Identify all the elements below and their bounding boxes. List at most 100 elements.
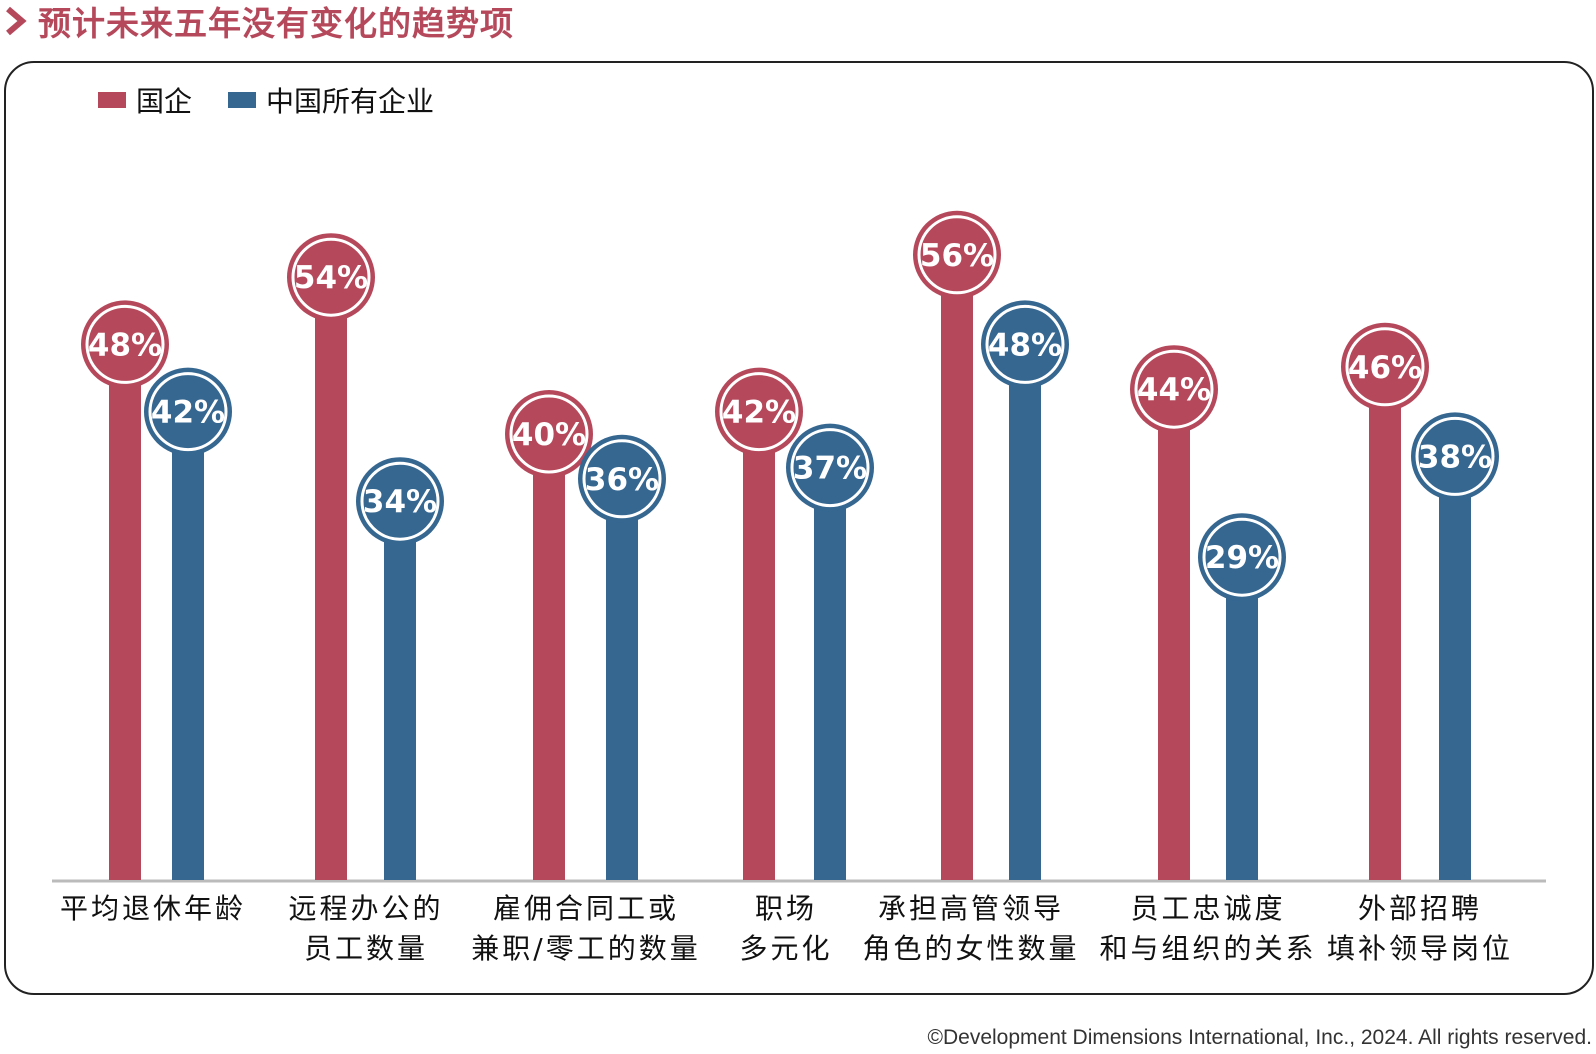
legend-swatch-soe xyxy=(98,92,126,108)
bar-soe-2 xyxy=(315,277,347,880)
marker-all-1 xyxy=(144,367,232,456)
legend-item-all: 中国所有企业 xyxy=(228,80,434,120)
data-label-all-5: 48% xyxy=(988,327,1062,363)
category-label-line: 职场 xyxy=(755,892,817,925)
lollipop-soe-7: 46% xyxy=(1341,322,1429,880)
legend-swatch-all xyxy=(228,92,257,108)
marker-ring-soe-7 xyxy=(1345,327,1425,407)
marker-ring-all-1 xyxy=(148,372,228,452)
lollipop-all-2: 34% xyxy=(356,457,444,880)
category-label-line: 员工数量 xyxy=(304,932,428,965)
lollipop-all-5: 48% xyxy=(981,300,1069,880)
marker-soe-7 xyxy=(1341,322,1429,411)
marker-soe-4 xyxy=(715,367,803,456)
bar-soe-7 xyxy=(1369,366,1401,880)
data-label-soe-2: 54% xyxy=(294,260,368,296)
legend-label-soe: 国企 xyxy=(136,85,193,118)
category-label-line: 和与组织的关系 xyxy=(1099,932,1316,965)
bar-soe-5 xyxy=(941,254,973,881)
data-label-soe-4: 42% xyxy=(722,395,796,431)
data-label-all-3: 36% xyxy=(585,462,659,498)
lollipop-soe-1: 48% xyxy=(81,300,169,880)
marker-ring-soe-3 xyxy=(509,394,589,474)
data-label-all-1: 42% xyxy=(151,395,225,431)
category-label-2: 远程办公的员工数量 xyxy=(288,892,443,965)
marker-ring-all-5 xyxy=(985,304,1065,384)
page-title: 预计未来五年没有变化的趋势项 xyxy=(38,4,514,43)
bar-soe-6 xyxy=(1158,389,1190,880)
bar-all-5 xyxy=(1009,344,1041,880)
category-label-line: 填补领导岗位 xyxy=(1327,932,1513,965)
lollipop-soe-3: 40% xyxy=(505,390,593,880)
legend: 国企 中国所有企业 xyxy=(98,84,470,118)
lollipop-soe-6: 44% xyxy=(1130,345,1218,880)
marker-ring-soe-1 xyxy=(85,304,165,384)
data-label-all-4: 37% xyxy=(793,451,867,487)
data-label-soe-5: 56% xyxy=(920,238,994,274)
marker-soe-1 xyxy=(81,300,169,389)
category-label-line: 平均退休年龄 xyxy=(60,892,246,925)
lollipop-soe-4: 42% xyxy=(715,367,803,880)
lollipop-soe-2: 54% xyxy=(287,233,375,880)
category-label-line: 角色的女性数量 xyxy=(862,932,1079,965)
category-label-6: 员工忠诚度和与组织的关系 xyxy=(1099,892,1316,965)
data-label-all-2: 34% xyxy=(363,484,437,520)
category-label-1: 平均退休年龄 xyxy=(60,892,246,925)
marker-all-6 xyxy=(1198,513,1286,602)
lollipop-all-1: 42% xyxy=(144,367,232,880)
category-label-5: 承担高管领导角色的女性数量 xyxy=(862,892,1079,965)
lollipop-all-7: 38% xyxy=(1411,412,1499,880)
marker-ring-soe-4 xyxy=(719,372,799,452)
marker-ring-all-3 xyxy=(582,439,662,519)
category-label-7: 外部招聘填补领导岗位 xyxy=(1327,892,1513,965)
marker-ring-all-7 xyxy=(1415,416,1495,496)
marker-soe-6 xyxy=(1130,345,1218,434)
marker-ring-all-2 xyxy=(360,461,440,541)
chart-panel xyxy=(4,61,1594,995)
category-label-line: 员工忠诚度 xyxy=(1130,892,1285,925)
bar-all-6 xyxy=(1226,557,1258,880)
category-label-line: 雇佣合同工或 xyxy=(493,892,679,925)
marker-all-4 xyxy=(786,423,874,512)
marker-all-5 xyxy=(981,300,1069,389)
category-label-3: 雇佣合同工或兼职/零工的数量 xyxy=(471,892,700,965)
category-label-line: 多元化 xyxy=(739,932,832,965)
lollipop-soe-5: 56% xyxy=(913,210,1001,881)
lollipop-chart: 48% 54% 40% 42% 56% 44% 46% 42% 34% 36% 37% 48% 29% 3… xyxy=(52,210,1546,965)
bar-all-3 xyxy=(606,478,638,880)
data-label-all-6: 29% xyxy=(1205,540,1279,576)
marker-ring-all-6 xyxy=(1202,517,1282,597)
marker-all-7 xyxy=(1411,412,1499,501)
marker-ring-soe-2 xyxy=(291,237,371,317)
lollipop-all-6: 29% xyxy=(1198,513,1286,880)
marker-soe-3 xyxy=(505,390,593,478)
bar-soe-1 xyxy=(109,344,141,880)
lollipop-all-4: 37% xyxy=(786,423,874,880)
bar-soe-3 xyxy=(533,434,565,880)
category-label-line: 兼职/零工的数量 xyxy=(471,932,700,965)
data-label-soe-7: 46% xyxy=(1348,350,1422,386)
category-label-line: 远程办公的 xyxy=(288,892,443,925)
chevron-right-icon xyxy=(6,6,27,36)
bar-all-2 xyxy=(384,501,416,880)
marker-ring-all-4 xyxy=(790,428,870,508)
marker-soe-2 xyxy=(287,233,375,322)
marker-all-3 xyxy=(578,434,666,523)
category-label-4: 职场多元化 xyxy=(739,892,832,965)
data-label-soe-6: 44% xyxy=(1137,372,1211,408)
data-label-soe-3: 40% xyxy=(512,417,586,453)
bar-all-7 xyxy=(1439,456,1471,880)
marker-all-2 xyxy=(356,457,444,546)
copyright-notice: ©Development Dimensions International, I… xyxy=(927,1026,1592,1049)
bar-soe-4 xyxy=(743,411,775,880)
marker-ring-soe-5 xyxy=(917,215,997,295)
marker-ring-soe-6 xyxy=(1134,349,1214,429)
data-label-soe-1: 48% xyxy=(88,327,162,363)
bar-all-4 xyxy=(814,467,846,880)
marker-soe-5 xyxy=(913,210,1001,299)
legend-item-soe: 国企 xyxy=(98,80,192,120)
legend-label-all: 中国所有企业 xyxy=(266,85,435,118)
title-row: 预计未来五年没有变化的趋势项 xyxy=(4,0,514,43)
category-label-line: 承担高管领导 xyxy=(878,892,1064,925)
lollipop-all-3: 36% xyxy=(578,434,666,880)
